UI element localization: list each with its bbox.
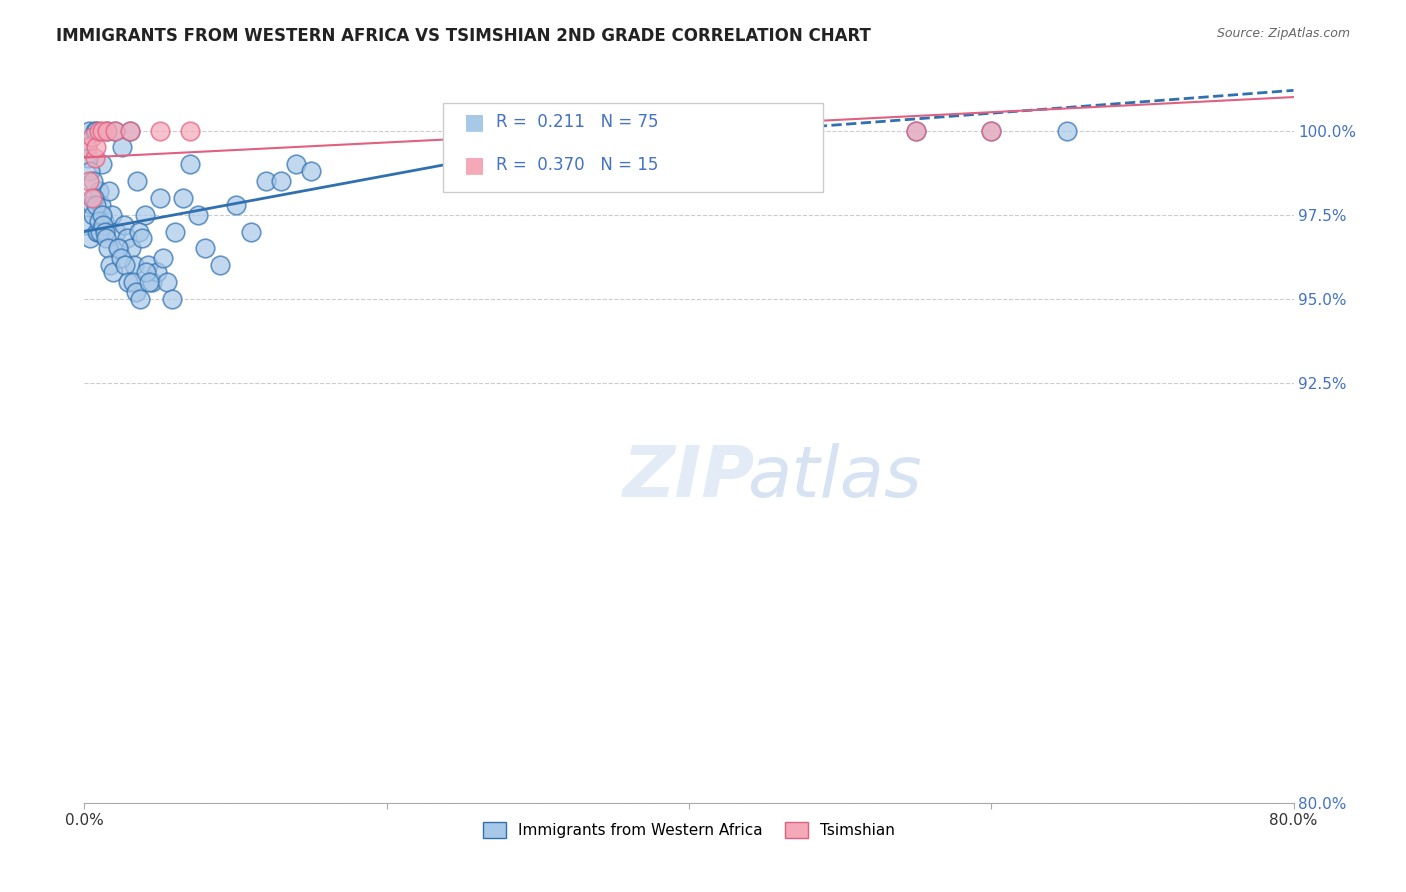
Point	[131, 231, 153, 245]
Point	[104, 124, 127, 138]
Point	[91, 157, 114, 171]
Point	[146, 265, 169, 279]
Point	[117, 275, 139, 289]
Point	[94, 225, 117, 239]
Point	[127, 174, 149, 188]
Text: IMMIGRANTS FROM WESTERN AFRICA VS TSIMSHIAN 2ND GRADE CORRELATION CHART: IMMIGRANTS FROM WESTERN AFRICA VS TSIMSH…	[56, 27, 872, 45]
Point	[270, 174, 292, 188]
Point	[114, 258, 136, 272]
Point	[105, 225, 128, 239]
Text: ZIP: ZIP	[623, 443, 755, 512]
Point	[179, 124, 201, 138]
Point	[104, 124, 127, 138]
Point	[96, 231, 118, 245]
Point	[79, 231, 101, 245]
Point	[83, 191, 105, 205]
Point	[77, 151, 100, 165]
Point	[91, 218, 114, 232]
Point	[156, 275, 179, 289]
Point	[299, 164, 322, 178]
Point	[110, 252, 132, 266]
Point	[76, 140, 98, 154]
Point	[86, 140, 108, 154]
Point	[904, 124, 927, 138]
Text: atlas: atlas	[747, 443, 921, 512]
Point	[87, 214, 110, 228]
Point	[1056, 124, 1078, 138]
Point	[84, 197, 107, 211]
Point	[172, 191, 194, 205]
Point	[904, 124, 927, 138]
Point	[254, 174, 277, 188]
Point	[96, 124, 118, 138]
Point	[97, 184, 120, 198]
Point	[120, 241, 142, 255]
Point	[86, 225, 108, 239]
Point	[80, 197, 103, 211]
Point	[84, 151, 107, 165]
Point	[98, 258, 121, 272]
Point	[90, 208, 112, 222]
Point	[108, 241, 131, 255]
Point	[194, 241, 217, 255]
Point	[141, 275, 163, 289]
Text: ■: ■	[464, 112, 485, 132]
Point	[91, 124, 114, 138]
Point	[152, 252, 174, 266]
Text: R =  0.211   N = 75: R = 0.211 N = 75	[496, 113, 659, 131]
Point	[134, 208, 156, 222]
Point	[86, 124, 108, 138]
Point	[118, 124, 141, 138]
Point	[115, 231, 138, 245]
Point	[118, 124, 141, 138]
Point	[179, 157, 201, 171]
Point	[128, 225, 150, 239]
Point	[93, 214, 115, 228]
Point	[149, 124, 172, 138]
Point	[121, 275, 143, 289]
Point	[111, 140, 134, 154]
Point	[112, 218, 135, 232]
Point	[149, 191, 172, 205]
Point	[980, 124, 1002, 138]
Point	[77, 124, 100, 138]
Point	[89, 184, 111, 198]
Point	[87, 225, 110, 239]
Point	[107, 241, 129, 255]
Point	[80, 130, 103, 145]
Point	[82, 174, 104, 188]
Point	[90, 197, 112, 211]
Point	[125, 285, 148, 299]
Point	[160, 292, 183, 306]
Point	[165, 225, 187, 239]
Text: Source: ZipAtlas.com: Source: ZipAtlas.com	[1216, 27, 1350, 40]
Point	[97, 241, 120, 255]
Point	[100, 208, 122, 222]
Point	[84, 124, 107, 138]
Text: ■: ■	[464, 155, 485, 175]
Point	[77, 174, 100, 188]
Point	[89, 225, 111, 239]
Text: R =  0.370   N = 15: R = 0.370 N = 15	[496, 156, 658, 174]
Point	[79, 164, 101, 178]
Point	[129, 292, 152, 306]
Point	[82, 208, 104, 222]
Point	[89, 124, 111, 138]
Point	[209, 258, 232, 272]
Point	[285, 157, 308, 171]
Point	[122, 258, 145, 272]
Legend: Immigrants from Western Africa, Tsimshian: Immigrants from Western Africa, Tsimshia…	[475, 814, 903, 846]
Point	[225, 197, 247, 211]
Point	[239, 225, 262, 239]
Point	[980, 124, 1002, 138]
Point	[138, 275, 160, 289]
Point	[76, 140, 98, 154]
Point	[96, 124, 118, 138]
Point	[80, 191, 103, 205]
Point	[101, 265, 124, 279]
Point	[187, 208, 209, 222]
Point	[135, 265, 157, 279]
Point	[136, 258, 159, 272]
Point	[76, 218, 98, 232]
